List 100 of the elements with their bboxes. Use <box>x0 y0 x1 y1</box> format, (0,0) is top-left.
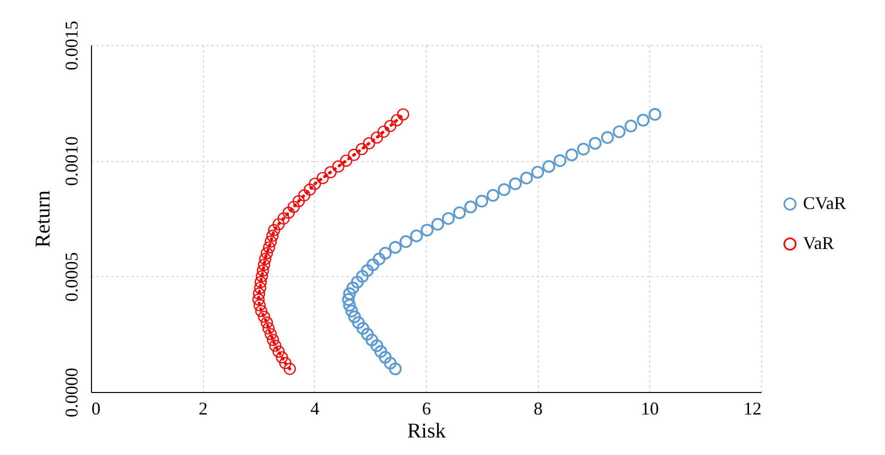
point <box>288 200 300 213</box>
point <box>348 148 360 161</box>
x-tick-label: 10 <box>640 398 659 418</box>
point <box>343 298 356 312</box>
point <box>365 334 378 346</box>
point <box>255 304 268 318</box>
point <box>308 178 321 190</box>
point <box>254 282 266 294</box>
point <box>342 293 355 306</box>
point <box>624 120 638 132</box>
point <box>362 137 376 150</box>
point <box>254 276 267 288</box>
y-tick-label: 0.0000 <box>62 368 82 418</box>
point <box>601 131 614 144</box>
x-tick-label: 2 <box>198 398 208 418</box>
point <box>263 241 276 254</box>
point <box>648 108 662 121</box>
point <box>377 126 390 138</box>
point <box>324 166 337 178</box>
point <box>372 252 386 266</box>
point <box>343 287 356 300</box>
point <box>340 154 352 167</box>
y-tick-label: 0.0005 <box>62 252 82 302</box>
point <box>256 270 268 282</box>
point <box>356 270 369 283</box>
point <box>332 160 344 173</box>
point <box>350 276 364 288</box>
point <box>260 247 273 260</box>
point <box>554 154 566 168</box>
point <box>279 357 292 370</box>
x-tick-label: 4 <box>310 398 320 418</box>
point <box>397 108 410 120</box>
point <box>268 224 280 236</box>
point <box>361 328 374 341</box>
point <box>254 299 266 312</box>
point <box>388 362 402 376</box>
point <box>520 172 533 184</box>
point <box>420 224 434 236</box>
point <box>475 194 488 208</box>
point <box>384 356 397 370</box>
point <box>612 125 626 138</box>
point <box>272 345 285 358</box>
legend-label: VaR <box>803 233 834 253</box>
point <box>345 304 358 318</box>
point <box>531 166 544 179</box>
point <box>276 351 288 364</box>
point <box>272 218 285 230</box>
point <box>400 235 412 248</box>
point <box>264 328 277 340</box>
point <box>316 172 329 184</box>
point <box>390 114 404 126</box>
point <box>264 236 277 248</box>
point <box>298 189 310 202</box>
point <box>346 282 360 294</box>
x-tick-label: 12 <box>744 398 762 418</box>
point <box>388 241 402 254</box>
y-tick-label: 0.0015 <box>62 20 82 70</box>
point <box>410 229 423 242</box>
point <box>542 160 556 173</box>
point <box>384 120 396 132</box>
point <box>260 316 273 329</box>
point <box>348 310 361 324</box>
point <box>282 206 295 219</box>
point <box>252 293 265 306</box>
point <box>258 310 270 323</box>
x-axis-title: Risk <box>407 418 446 442</box>
point <box>352 316 365 329</box>
point <box>378 350 392 364</box>
point <box>486 189 500 202</box>
legend-label: CVaR <box>803 193 846 213</box>
point <box>356 143 368 156</box>
point <box>278 212 290 225</box>
point <box>256 264 270 277</box>
point <box>577 142 590 156</box>
point <box>378 246 392 260</box>
x-tick-label: 0 <box>92 398 100 418</box>
point <box>431 218 444 231</box>
point <box>266 334 280 346</box>
x-tick-label: 8 <box>534 398 543 418</box>
point <box>292 195 305 208</box>
point <box>366 258 380 272</box>
point <box>262 322 275 334</box>
point <box>361 264 374 277</box>
point <box>498 183 511 196</box>
point <box>356 322 370 335</box>
point <box>266 230 279 242</box>
point <box>453 206 466 220</box>
point <box>252 288 266 300</box>
point <box>636 114 650 127</box>
point <box>259 252 272 266</box>
y-tick-label: 0.0010 <box>62 136 82 186</box>
point <box>370 131 383 144</box>
point <box>508 177 522 190</box>
point <box>284 362 296 375</box>
point <box>374 345 388 358</box>
point <box>258 258 270 271</box>
point <box>442 212 455 225</box>
point <box>565 148 578 162</box>
point <box>588 136 602 150</box>
x-tick-label: 6 <box>422 398 431 418</box>
